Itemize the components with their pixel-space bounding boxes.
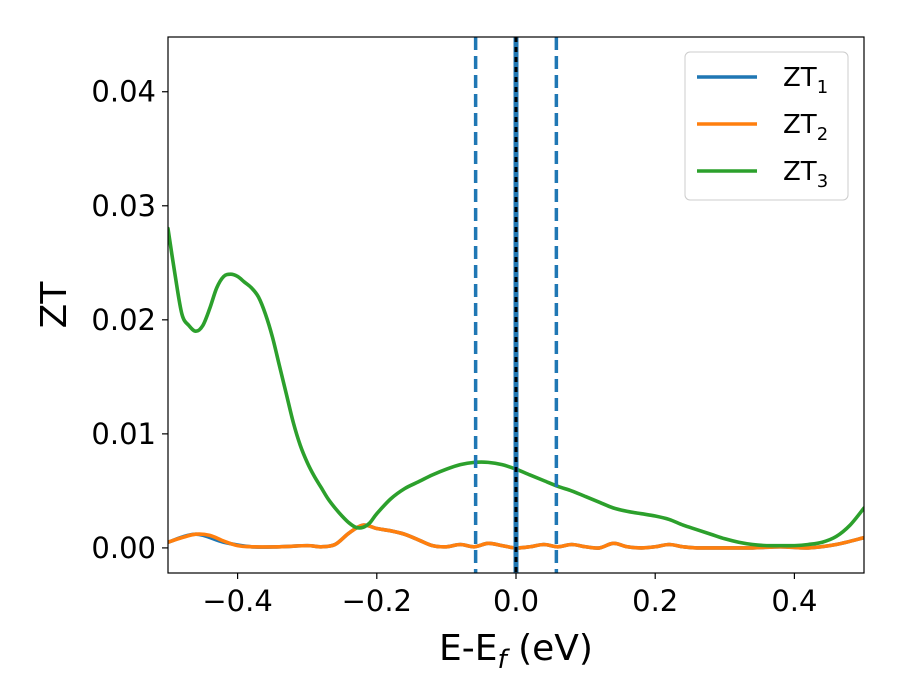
series-layer	[168, 226, 864, 550]
legend-label-zt-2: ZT2	[783, 110, 828, 145]
legend-box	[684, 51, 849, 201]
vline-layer	[473, 37, 559, 573]
y-tick-label: 0.02	[91, 303, 156, 337]
legend-items: ZT1 ZT2 ZT3	[697, 63, 828, 192]
x-axis-ticks: −0.4 −0.2 0.0 0.2 0.4	[202, 573, 817, 618]
legend: ZT1 ZT2 ZT3	[684, 51, 849, 201]
x-tick-label: 0.4	[771, 584, 817, 618]
y-tick-label: 0.01	[91, 417, 156, 451]
x-tick-label: −0.2	[342, 584, 412, 618]
legend-label-zt-1: ZT1	[783, 63, 828, 98]
y-tick-label: 0.03	[91, 189, 156, 223]
x-axis-label: E-Ef (eV)	[439, 628, 593, 675]
x-tick-label: 0.2	[632, 584, 678, 618]
y-axis-label: ZT	[34, 281, 75, 329]
y-tick-label: 0.00	[91, 531, 156, 565]
y-axis-ticks: 0.00 0.01 0.02 0.03 0.04	[91, 75, 168, 565]
y-tick-label: 0.04	[91, 75, 156, 109]
legend-label-zt-3: ZT3	[783, 157, 828, 192]
series-line-zt-3	[168, 226, 864, 548]
x-tick-label: −0.4	[202, 584, 272, 618]
series-line-zt-2	[168, 523, 864, 550]
x-tick-label: 0.0	[493, 584, 539, 618]
